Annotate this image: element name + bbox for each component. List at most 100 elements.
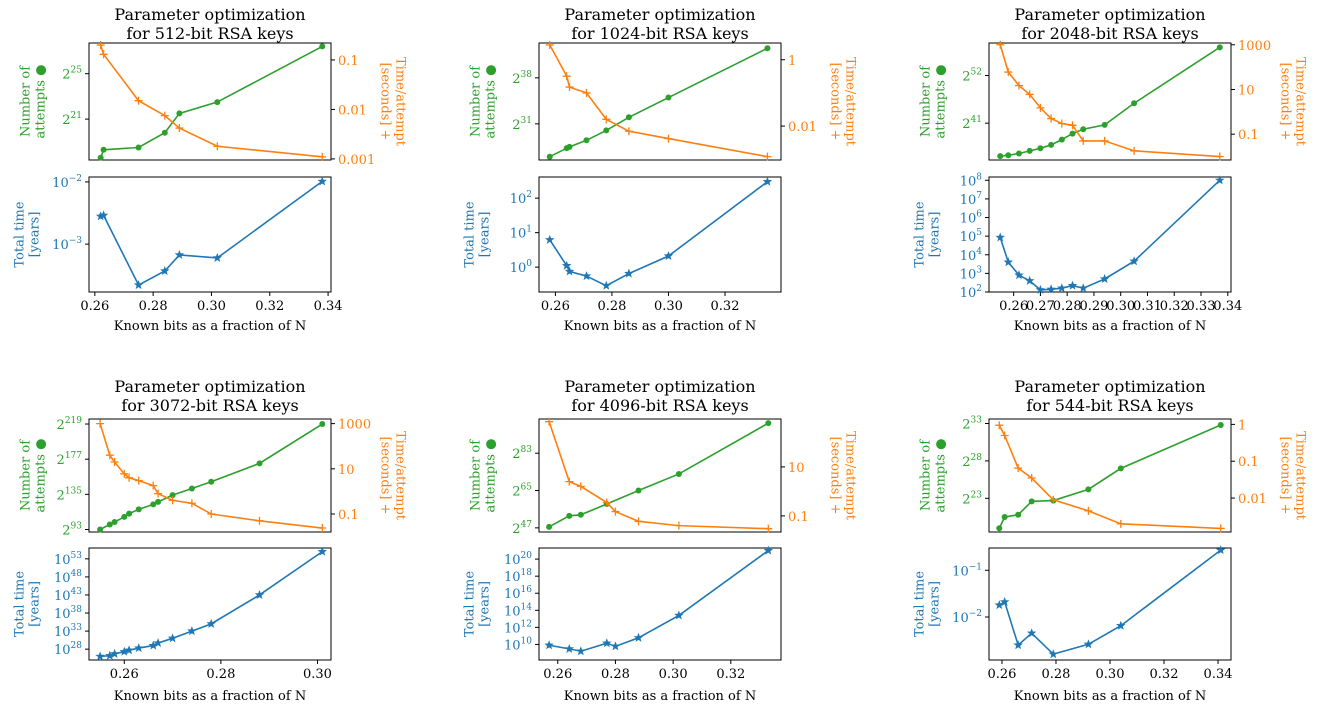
time-per-attempt-point bbox=[1025, 90, 1034, 99]
total-time-axis-label-line: Total time bbox=[13, 571, 28, 637]
time-per-attempt-point bbox=[1057, 119, 1066, 128]
attempts-point bbox=[208, 478, 215, 485]
attempts-point bbox=[135, 144, 142, 151]
attempts-point bbox=[188, 485, 195, 492]
total-time-axis-label: Total time [years] bbox=[13, 201, 43, 267]
x-axis-label: Known bits as a fraction of N bbox=[114, 319, 306, 334]
total-time-point bbox=[763, 545, 774, 555]
time-per-attempt-point bbox=[624, 127, 633, 136]
attempts-axis-label-line: Number of bbox=[19, 65, 34, 137]
total-time-tick-label: 1012 bbox=[504, 619, 532, 636]
total-time-point bbox=[633, 632, 644, 642]
time-per-attempt-axis-label-line: [seconds] + bbox=[828, 436, 843, 514]
time-per-attempt-point bbox=[99, 50, 108, 59]
attempts-point bbox=[566, 512, 573, 519]
total-time-point bbox=[576, 646, 586, 656]
total-time-axis-label-line: [years] bbox=[928, 581, 943, 627]
time-per-attempt-point bbox=[664, 134, 673, 143]
x-tick-label: 0.32 bbox=[716, 667, 745, 682]
attempts-point bbox=[126, 510, 133, 517]
time-per-attempt-point bbox=[1000, 431, 1009, 440]
total-time-point bbox=[610, 641, 621, 651]
attempts-point bbox=[150, 501, 157, 508]
total-time-point bbox=[167, 633, 178, 643]
x-axis-label: Known bits as a fraction of N bbox=[1014, 319, 1206, 334]
total-time-point bbox=[1078, 283, 1088, 293]
chart-1: Parameter optimization for 512-bit RSA ke… bbox=[13, 5, 408, 334]
time-per-attempt-point bbox=[1079, 136, 1088, 145]
time-per-attempt-axis-label-line: Time/attempt bbox=[843, 431, 858, 521]
attempts-axis-label: Number of attempts ● bbox=[19, 439, 49, 513]
left-tick-label: 2135 bbox=[57, 486, 83, 503]
time-per-attempt-point bbox=[1036, 103, 1045, 112]
total-time-point bbox=[999, 596, 1010, 606]
time-per-attempt-point bbox=[207, 510, 216, 519]
attempts-axis-label: Number of attempts ● bbox=[919, 439, 949, 513]
time-per-attempt-point bbox=[763, 152, 772, 161]
total-time-point bbox=[994, 600, 1005, 610]
attempts-point bbox=[1001, 514, 1008, 521]
total-time-axis-label-line: Total time bbox=[913, 571, 928, 637]
chart-title: Parameter optimization for 512-bit RSA ke… bbox=[114, 5, 305, 43]
time-per-attempt-axis-label-line: Time/attempt bbox=[1293, 57, 1308, 147]
right-tick-label: 0.01 bbox=[1238, 492, 1267, 507]
total-time-tick-label: 105 bbox=[960, 228, 983, 245]
bottom-axes-frame bbox=[988, 176, 1232, 293]
time-per-attempt-point bbox=[634, 517, 643, 526]
chart-3: Parameter optimization for 2048-bit RSA k… bbox=[913, 5, 1308, 334]
total-time-point bbox=[674, 610, 684, 620]
attempts-point bbox=[319, 43, 326, 50]
total-time-point bbox=[564, 643, 575, 653]
total-time-tick-label: 10−1 bbox=[952, 562, 982, 579]
time-per-attempt-point bbox=[160, 111, 169, 120]
attempts-axis-label-line: attempts ● bbox=[34, 65, 49, 139]
right-tick-label: 0.1 bbox=[788, 510, 809, 525]
attempts-point bbox=[577, 511, 584, 518]
total-time-point bbox=[95, 211, 106, 221]
time-per-attempt-point bbox=[1004, 68, 1013, 77]
total-time-tick-label: 10−2 bbox=[952, 609, 982, 626]
total-time-axis-label-line: Total time bbox=[463, 201, 478, 267]
left-tick-label: 2219 bbox=[57, 416, 83, 433]
attempts-axis-label-line: attempts ● bbox=[34, 439, 49, 513]
left-tick-label: 265 bbox=[512, 483, 532, 500]
total-time-point bbox=[1215, 175, 1225, 185]
attempts-axis-label-line: Number of bbox=[919, 65, 934, 137]
total-time-point bbox=[1116, 620, 1126, 630]
time-per-attempt-axis-label: Time/attempt[seconds] + bbox=[1278, 431, 1308, 521]
time-per-attempt-point bbox=[134, 476, 143, 485]
chart-4: Parameter optimization for 3072-bit RSA k… bbox=[13, 377, 408, 704]
right-tick-label: 0.01 bbox=[788, 120, 817, 135]
time-per-attempt-point bbox=[602, 498, 611, 507]
total-time-point bbox=[119, 646, 130, 656]
time-per-attempt-axis-label-line: [seconds] + bbox=[828, 62, 843, 140]
total-time-point bbox=[1057, 283, 1067, 293]
attempts-point bbox=[1028, 498, 1035, 505]
attempts-point bbox=[1080, 126, 1087, 133]
x-axis-label: Known bits as a fraction of N bbox=[564, 689, 756, 704]
total-time-point bbox=[995, 232, 1005, 242]
total-time-tick-label: 104 bbox=[960, 247, 983, 264]
total-time-point bbox=[187, 626, 197, 636]
total-time-tick-label: 102 bbox=[510, 190, 532, 207]
left-tick-label: 2177 bbox=[57, 451, 83, 468]
total-time-tick-label: 1043 bbox=[54, 587, 82, 604]
total-time-point bbox=[254, 589, 265, 600]
time-per-attempt-axis-label: Time/attempt[seconds] + bbox=[828, 57, 858, 147]
time-per-attempt-point bbox=[105, 451, 114, 460]
time-per-attempt-point bbox=[1100, 136, 1109, 145]
time-per-attempt-point bbox=[602, 115, 611, 124]
right-tick-label: 10 bbox=[338, 463, 355, 478]
total-time-point bbox=[105, 650, 115, 660]
time-per-attempt-point bbox=[1014, 464, 1023, 473]
x-tick-label: 0.28 bbox=[139, 299, 168, 314]
right-tick-label: 0.1 bbox=[1238, 455, 1259, 470]
total-time-axis-label-line: Total time bbox=[913, 201, 928, 267]
x-tick-label: 0.34 bbox=[1213, 299, 1242, 314]
attempts-point bbox=[996, 525, 1003, 532]
time-per-attempt-axis-label-line: Time/attempt bbox=[843, 57, 858, 147]
total-time-axis-label-line: [years] bbox=[28, 212, 43, 258]
total-time-point bbox=[601, 280, 612, 290]
total-time-tick-label: 1020 bbox=[504, 551, 532, 568]
attempts-point bbox=[1015, 511, 1022, 518]
